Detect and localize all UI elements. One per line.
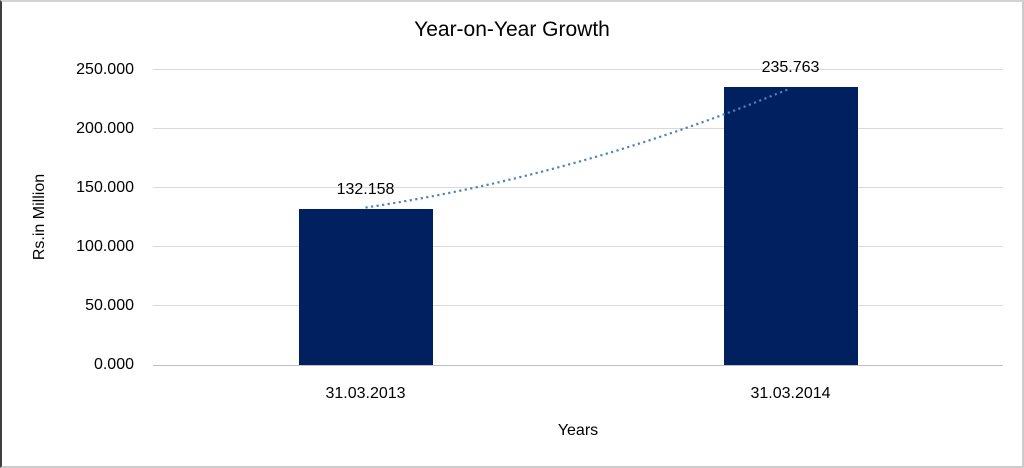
x-axis-title: Years (557, 422, 599, 439)
y-tick-label: 0.000 (93, 356, 134, 373)
chart-title: Year-on-Year Growth (414, 18, 610, 41)
y-tick-label: 50.000 (85, 297, 134, 314)
trendline (365, 87, 791, 209)
y-tick-label: 100.000 (76, 238, 134, 255)
bar-value-label: 235.763 (761, 58, 820, 76)
gridline (153, 305, 1003, 306)
bar-31.03.2014 (723, 86, 858, 365)
bar-31.03.2013 (298, 209, 433, 365)
x-axis-line (153, 365, 1003, 366)
y-tick-label: 150.000 (76, 179, 134, 196)
x-category-label: 31.03.2013 (325, 385, 406, 402)
y-tick-label: 250.000 (76, 61, 134, 78)
plot-area: 132.158 235.763 (153, 59, 1003, 366)
bar-value-label: 132.158 (336, 181, 395, 199)
gridline (153, 128, 1003, 129)
y-tick-label: 200.000 (76, 120, 134, 137)
gridline (153, 246, 1003, 247)
x-category-label: 31.03.2014 (750, 385, 831, 402)
gridline (153, 69, 1003, 70)
gridline (153, 187, 1003, 188)
